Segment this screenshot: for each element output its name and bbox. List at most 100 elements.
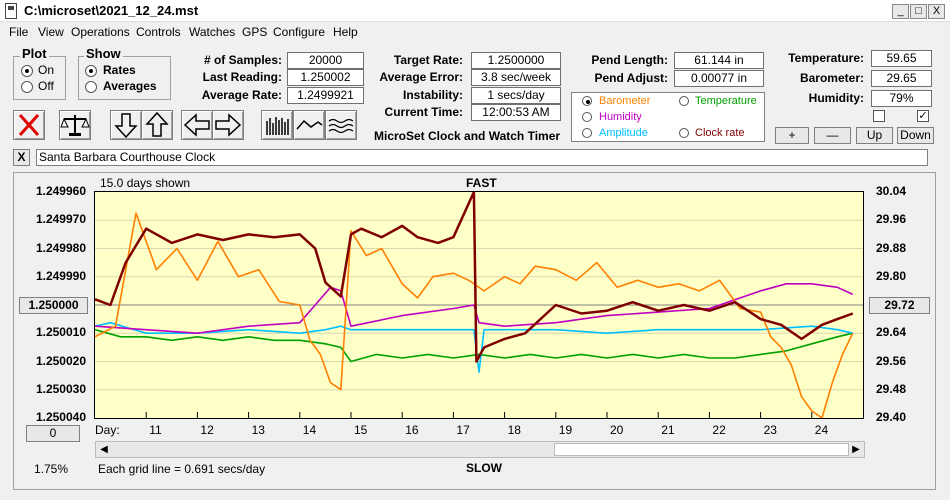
right-axis-tick: 29.80 (876, 268, 907, 283)
series-line-clock-rate (95, 192, 854, 363)
show-rates-label: Rates (103, 63, 136, 77)
line-view-button[interactable] (293, 110, 325, 140)
menu-gps[interactable]: GPS (242, 25, 268, 39)
right-axis-tick: 29.56 (876, 353, 907, 368)
red-x-icon (18, 113, 40, 137)
plot-off-radio[interactable] (21, 81, 33, 93)
plus-button[interactable]: + (775, 127, 809, 144)
clockrate-radio[interactable] (679, 128, 689, 138)
menu-configure[interactable]: Configure (273, 25, 326, 39)
day-axis-label: Day: (95, 423, 120, 437)
target-rate-value: 1.2500000 (471, 52, 561, 69)
left-axis-tick: 1.249970 (35, 212, 86, 227)
barometer-value: 29.65 (871, 70, 932, 87)
clear-clock-button[interactable]: X (13, 149, 30, 166)
last-reading-label: Last Reading: (202, 70, 282, 84)
scroll-left-icon[interactable]: ◀ (100, 444, 108, 455)
series-line-barometer (95, 212, 854, 418)
temperature-radio[interactable] (679, 96, 689, 106)
barometer-legend: Barometer (599, 95, 651, 107)
close-button[interactable]: X (928, 4, 945, 19)
show-rates-radio[interactable] (85, 65, 97, 77)
day-tick-label: 23 (763, 423, 777, 437)
down-button[interactable]: Down (897, 127, 934, 144)
amplitude-radio[interactable] (582, 128, 592, 138)
day-tick-label: 13 (251, 423, 265, 437)
menu-file[interactable]: File (9, 25, 29, 39)
waves-icon (328, 118, 354, 134)
samples-label: # of Samples: (203, 53, 282, 67)
last-reading-value: 1.250002 (287, 69, 364, 86)
scroll-right-icon[interactable]: ▶ (852, 444, 860, 455)
scroll-thumb[interactable] (554, 443, 849, 456)
up-button[interactable]: Up (856, 127, 893, 144)
zero-button[interactable]: 0 (26, 425, 80, 442)
minimize-button[interactable]: _ (892, 4, 909, 19)
show-averages-radio[interactable] (85, 81, 97, 93)
target-rate-label: Target Rate: (393, 53, 463, 67)
balance-scale-icon (60, 115, 90, 136)
menu-watches[interactable]: Watches (189, 25, 236, 39)
average-rate-value: 1.2499921 (287, 87, 364, 104)
clock-name-field[interactable]: Santa Barbara Courthouse Clock (36, 149, 928, 166)
left-axis-tick: 1.250010 (35, 325, 86, 340)
left-axis-tick: 1.249980 (35, 240, 86, 255)
day-tick-label: 15 (354, 423, 368, 437)
grid-note: Each grid line = 0.691 secs/day (98, 462, 266, 476)
balance-button[interactable] (59, 110, 91, 140)
instability-label: Instability: (402, 88, 463, 102)
menu-controls[interactable]: Controls (136, 25, 181, 39)
current-time-label: Current Time: (384, 105, 463, 119)
menu-help[interactable]: Help (333, 25, 358, 39)
bars-view-button[interactable] (261, 110, 293, 140)
horizontal-scrollbar[interactable]: ◀ ▶ (95, 441, 865, 458)
humidity-radio[interactable] (582, 112, 592, 122)
barometer-label: Barometer: (799, 71, 864, 85)
left-axis-tick: 1.249960 (35, 184, 86, 198)
wave-line-icon (296, 119, 323, 130)
day-tick-label: 24 (814, 423, 829, 437)
pend-length-value: 61.144 in (674, 52, 764, 69)
pend-adjust-label: Pend Adjust: (594, 71, 668, 85)
menu-view[interactable]: View (38, 25, 64, 39)
samples-value: 20000 (287, 52, 364, 69)
checkbox-1[interactable] (873, 110, 885, 122)
plot-on-radio[interactable] (21, 65, 33, 77)
smooth-view-button[interactable] (325, 110, 357, 140)
rate-center-button[interactable]: 1.250000 (19, 297, 88, 314)
right-axis-tick: 29.96 (876, 212, 907, 227)
show-averages-label: Averages (103, 79, 157, 93)
window-title: C:\microset\2021_12_24.mst (24, 3, 199, 18)
days-shown-label: 15.0 days shown (100, 176, 191, 190)
bar-chart-icon (266, 117, 289, 135)
slow-label: SLOW (466, 461, 502, 475)
left-arrow-button[interactable] (181, 110, 213, 140)
menu-operations[interactable]: Operations (71, 25, 130, 39)
app-icon (5, 3, 17, 19)
stop-button[interactable] (13, 110, 45, 140)
checkbox-2[interactable]: ✓ (917, 110, 929, 122)
percent-label: 1.75% (34, 462, 69, 476)
right-axis-tick: 29.88 (876, 240, 907, 255)
plot-area[interactable] (94, 191, 864, 419)
minus-button[interactable]: — (814, 127, 851, 144)
show-group-title: Show (84, 46, 123, 61)
maximize-button[interactable]: □ (910, 4, 927, 19)
barometer-radio[interactable] (582, 96, 592, 106)
up-arrow-button[interactable] (141, 110, 173, 140)
down-arrow-button[interactable] (110, 110, 142, 140)
title-bar: C:\microset\2021_12_24.mst _ □ X (0, 0, 950, 22)
current-time-value: 12:00:53 AM (471, 104, 561, 121)
average-rate-label: Average Rate: (201, 88, 282, 102)
clockrate-legend: Clock rate (695, 127, 745, 139)
chart-panel (13, 172, 936, 490)
right-arrow-button[interactable] (212, 110, 244, 140)
temperature-label: Temperature: (788, 51, 864, 65)
average-error-label: Average Error: (379, 70, 463, 84)
day-tick-label: 21 (661, 423, 675, 437)
plot-on-label: On (38, 63, 55, 77)
show-group (78, 56, 171, 100)
right-axis-tick: 29.64 (876, 325, 907, 340)
day-tick-label: 18 (507, 423, 521, 437)
baro-center-button[interactable]: 29.72 (869, 297, 930, 314)
